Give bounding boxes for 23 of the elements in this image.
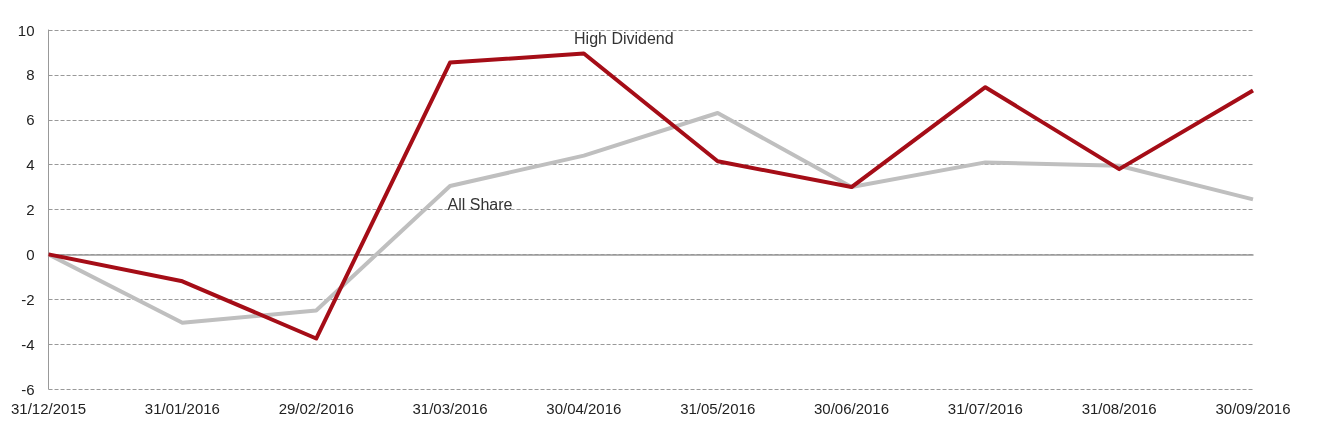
x-tick-label: 31/12/2015 [11, 400, 87, 417]
x-tick-label: 31/07/2016 [947, 400, 1023, 417]
x-tick-label: 30/04/2016 [546, 400, 622, 417]
y-tick-label: -4 [21, 335, 35, 353]
x-tick-label: 31/08/2016 [1081, 400, 1157, 417]
x-tick-label: 31/01/2016 [144, 400, 220, 417]
x-tick-label: 30/09/2016 [1215, 400, 1291, 417]
y-tick-label: 0 [26, 245, 35, 263]
x-tick-label: 30/06/2016 [813, 400, 890, 417]
y-tick-label: 8 [26, 66, 35, 84]
y-tick-label: 6 [26, 111, 35, 129]
x-tick-label: 29/02/2016 [278, 400, 354, 417]
series-label: High Dividend [574, 30, 674, 48]
line-series [46, 51, 1255, 341]
x-tick-label: 31/05/2016 [680, 400, 756, 417]
series-label: All Share [447, 196, 513, 214]
y-tick-label: 4 [26, 156, 35, 174]
y-tick-label: 2 [26, 201, 35, 218]
line-series [46, 111, 1255, 325]
y-tick-label: -6 [21, 380, 35, 398]
y-tick-label: -2 [21, 290, 35, 308]
y-tick-label: 10 [17, 21, 35, 39]
x-tick-label: 31/03/2016 [412, 400, 488, 417]
